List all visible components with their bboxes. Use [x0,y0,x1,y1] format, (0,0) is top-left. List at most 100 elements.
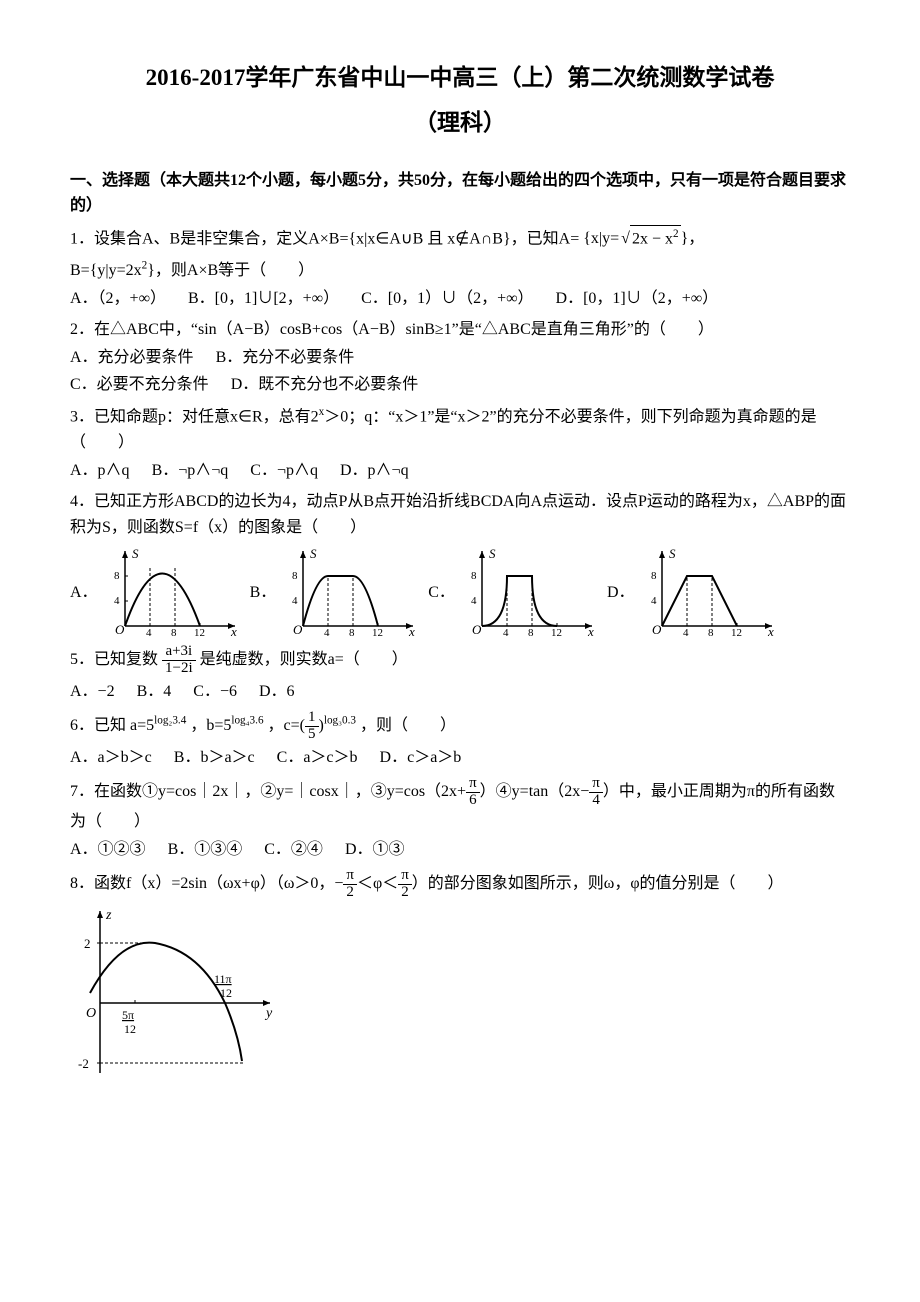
q7-t2: ）④y=tan（2x− [480,783,590,800]
svg-text:x: x [587,624,594,638]
svg-text:8: 8 [651,570,657,582]
q1-rad-sup: 2 [673,228,679,240]
svg-text:4: 4 [324,627,330,638]
q3-optA: A．p∧q [70,458,130,484]
q2-optC: C．必要不充分条件 [70,372,209,398]
question-3: 3．已知命题p：对任意x∈R，总有2x＞0；q：“x＞1”是“x＞2”的充分不必… [70,404,850,456]
q4-graph-row: A． O S x 4 8 12 4 8 B． O S x 4 8 12 4 8 … [70,546,850,638]
q4-label-C: C． [428,580,455,606]
question-1b: B={y|y=2x2}，则A×B等于（ ） [70,258,850,284]
q4-graph-B: O S x 4 8 12 4 8 [288,546,418,638]
svg-text:4: 4 [292,595,298,607]
q7-optB: B．①③④ [168,837,243,863]
svg-text:8: 8 [171,627,177,638]
question-7: 7．在函数①y=cos｜2x｜，②y=｜cosx｜，③y=cos（2x+ π 6）④… [70,776,850,834]
q5-optB: B．4 [137,679,172,705]
svg-text:4: 4 [114,595,120,607]
q1-setA-post: }， [681,230,705,247]
q1-optA: A．（2，+∞） [70,286,166,312]
q7-optD: D．①③ [345,837,405,863]
svg-text:8: 8 [292,570,298,582]
q6-frac: 15 [305,710,319,743]
q2-options-row1: A．充分必要条件 B．充分不必要条件 [70,345,850,371]
svg-text:12: 12 [731,627,742,638]
q6-e1: log₂3.4 [154,715,186,727]
x-axis-label: x [230,624,237,638]
q8-pi2: π [398,868,412,885]
q1-setA: {x|y=2x − x2}， [583,230,704,247]
q4-graph-A: O S x 4 8 12 4 8 [110,546,240,638]
q6-e3: log₃0.3 [324,715,356,727]
q7-d2: 4 [589,793,603,809]
q5-text: 5．已知复数 [70,651,158,668]
q6-t5: ，则（ ） [360,717,456,734]
svg-text:8: 8 [708,627,714,638]
svg-text:O: O [293,622,303,637]
q8-xlabel: y [264,1006,273,1021]
q8-t2: ＜φ＜ [357,875,398,892]
svg-text:4: 4 [146,627,152,638]
q8-t1: 8．函数f（x）=2sin（ωx+φ）（ω＞0，− [70,875,343,892]
q2-optD: D．既不充分也不必要条件 [231,372,419,398]
q1-optC: C．[0，1）∪（2，+∞） [361,286,533,312]
question-5: 5．已知复数 a+3i 1−2i 是纯虚数，则实数a=（ ） [70,644,850,677]
q8-x1-num: 5π [122,1008,134,1022]
q8-d1: 2 [343,885,357,901]
q6-t2: ，b=5 [190,717,231,734]
q3-optD: D．p∧¬q [340,458,409,484]
section-header: 一、选择题（本大题共12个小题，每小题5分，共50分，在每小题给出的四个选项中，… [70,168,850,219]
svg-text:S: S [489,546,496,561]
q5-text2: 是纯虚数，则实数a=（ ） [200,651,408,668]
q1-options: A．（2，+∞） B．[0，1]∪[2，+∞） C．[0，1）∪（2，+∞） D… [70,286,850,312]
q7-pi2: π [589,776,603,793]
question-1: 1．设集合A、B是非空集合，定义A×B={x|x∈A∪B 且 x∉A∩B}，已知… [70,225,850,252]
question-6: 6．已知 a=5log₂3.4 ，b=5log₄3.6 ，c=(15)log₃0… [70,710,850,743]
svg-text:x: x [408,624,415,638]
q7-d1: 6 [466,793,480,809]
svg-text:12: 12 [372,627,383,638]
svg-text:4: 4 [503,627,509,638]
svg-text:S: S [669,546,676,561]
q8-pi1: π [343,868,357,885]
page-title: 2016-2017学年广东省中山一中高三（上）第二次统测数学试卷 [70,60,850,97]
q1-rad: 2x − x [632,230,673,247]
q6-t1: 6．已知 a=5 [70,717,154,734]
q6-optA: A．a＞b＞c [70,745,152,771]
q5-options: A．−2 B．4 C．−6 D．6 [70,679,850,705]
svg-text:8: 8 [528,627,534,638]
svg-text:O: O [472,622,482,637]
q6-optD: D．c＞a＞b [380,745,462,771]
svg-text:8: 8 [114,570,120,582]
q2-optB: B．充分不必要条件 [216,345,355,371]
q1-text2: B={y|y=2x2}，则A×B等于（ ） [70,262,314,279]
q3-options: A．p∧q B．¬p∧¬q C．¬p∧q D．p∧¬q [70,458,850,484]
q6-fn: 1 [305,710,319,727]
svg-text:4: 4 [471,595,477,607]
q8-x2-num: 11π [214,972,232,986]
q5-optA: A．−2 [70,679,115,705]
page-subtitle: （理科） [70,105,850,142]
q8-graph: z y O 2 -2 5π 12 11π 12 [70,903,280,1078]
origin-label: O [115,622,125,637]
q6-options: A．a＞b＞c B．b＞a＞c C．a＞c＞b D．c＞a＞b [70,745,850,771]
q2-options-row2: C．必要不充分条件 D．既不充分也不必要条件 [70,372,850,398]
svg-text:x: x [767,624,774,638]
svg-text:4: 4 [683,627,689,638]
q5-fraction: a+3i 1−2i [162,644,196,677]
q8-origin: O [86,1006,96,1021]
q7-t1: 7．在函数①y=cos｜2x｜，②y=｜cosx｜，③y=cos（2x+ [70,783,466,800]
q6-t3: ，c=( [268,717,305,734]
svg-text:O: O [652,622,662,637]
q7-optC: C．②④ [264,837,323,863]
q6-e2: log₄3.6 [231,715,263,727]
question-4: 4．已知正方形ABCD的边长为4，动点P从B点开始沿折线BCDA向A点运动．设点… [70,489,850,540]
q8-d2: 2 [398,885,412,901]
q4-label-B: B． [250,580,277,606]
q1-optB: B．[0，1]∪[2，+∞） [188,286,339,312]
q5-den: 1−2i [162,661,196,677]
svg-text:4: 4 [651,595,657,607]
sqrt-icon: 2x − x2 [619,225,680,252]
question-8: 8．函数f（x）=2sin（ωx+φ）（ω＞0，−π2＜φ＜π2）的部分图象如图… [70,868,850,901]
q4-label-A: A． [70,580,98,606]
q8-x1-den: 12 [124,1022,136,1036]
